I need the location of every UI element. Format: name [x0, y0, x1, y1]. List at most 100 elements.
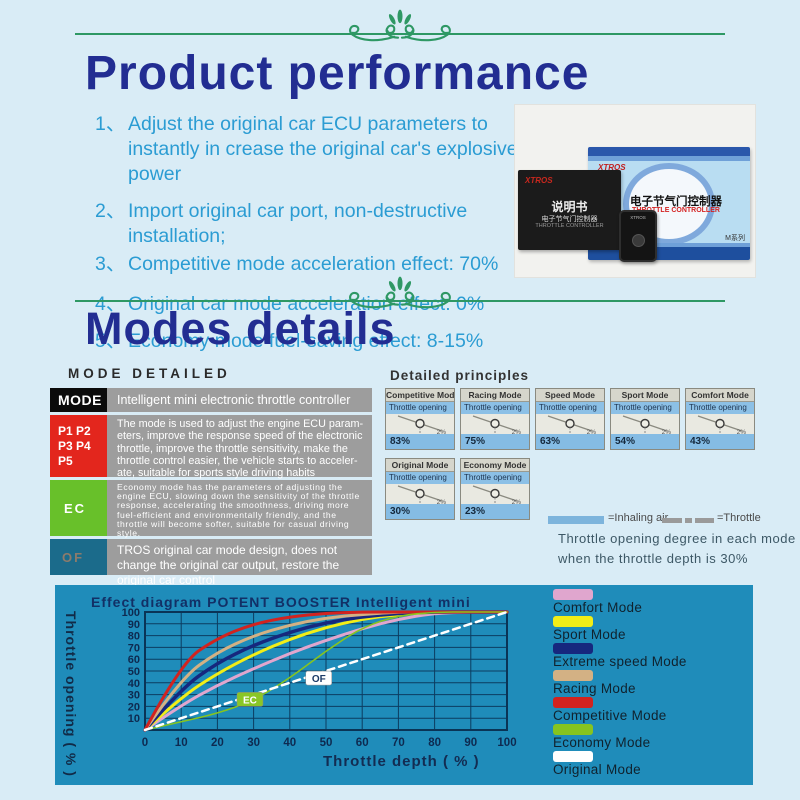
mode-card: Sport Mode Throttle opening 2% 54% — [610, 388, 680, 450]
table-row: EC Economy mode has the parameters of ad… — [50, 480, 372, 538]
legend-swatch — [553, 643, 593, 654]
svg-text:70: 70 — [128, 642, 140, 654]
svg-text:80: 80 — [428, 737, 441, 749]
svg-text:EC: EC — [243, 695, 257, 706]
gauge-tick-label: 2% — [436, 499, 446, 506]
mode-card-value: 23% — [461, 504, 529, 519]
legend-entry: Extreme speed Mode — [553, 643, 687, 668]
gauge-tick-label: 2% — [586, 429, 596, 436]
legend-entry: Original Mode — [553, 751, 687, 776]
legend-label: Sport Mode — [553, 627, 626, 642]
mode-card: Racing Mode Throttle opening 2% 75% — [460, 388, 530, 450]
throttle-valve-icon: 2% — [611, 414, 679, 436]
mode-card-title: Original Mode — [386, 459, 454, 472]
svg-text:50: 50 — [128, 666, 140, 678]
row-label: P1 P2 P3 P4 P5 — [50, 415, 107, 477]
gauge-tick-label: 2% — [511, 499, 521, 506]
mode-card-value: 54% — [611, 434, 679, 449]
legend-entry: Racing Mode — [553, 670, 687, 695]
throttle-valve-icon: 2% — [686, 414, 754, 436]
throttle-opening-label: Throttle opening — [536, 402, 604, 414]
svg-text:100: 100 — [497, 737, 516, 749]
feature-text: Competitive mode acceleration effect: 70… — [128, 253, 499, 275]
manual-subtitle-cn: 电子节气门控制器 — [541, 216, 598, 223]
legend-swatch — [553, 724, 593, 735]
gauge-tick-label: 2% — [736, 429, 746, 436]
feature-text: Economy mode fuel-saving effect: 8-15% — [128, 330, 484, 352]
svg-text:30: 30 — [247, 737, 260, 749]
feature-item: 1、 Adjust the original car ECU parameter… — [95, 112, 540, 187]
legend-swatch — [553, 697, 593, 708]
gauge-tick-label: 2% — [511, 429, 521, 436]
svg-text:80: 80 — [128, 631, 140, 643]
section-title-product-performance: Product performance — [85, 47, 590, 100]
svg-text:60: 60 — [128, 654, 140, 666]
feature-number: 5、 — [95, 330, 126, 352]
throttle-opening-label: Throttle opening — [386, 402, 454, 414]
mode-card-value: 63% — [536, 434, 604, 449]
throttle-label: =Throttle — [717, 512, 761, 524]
legend-label: Racing Mode — [553, 681, 636, 696]
row-text: Intelligent mini electronic throttle con… — [107, 388, 372, 412]
legend-label: Economy Mode — [553, 735, 651, 750]
gauge-tick-label: 2% — [436, 429, 446, 436]
legend-entry: Competitive Mode — [553, 697, 687, 722]
throttle-valve-icon: 2% — [461, 414, 529, 436]
svg-text:10: 10 — [128, 713, 140, 725]
box-bottom-stripe — [588, 243, 750, 247]
divider-line — [75, 33, 725, 35]
mode-card-value: 83% — [386, 434, 454, 449]
throttle-opening-label: Throttle opening — [611, 402, 679, 414]
feature-number: 1、 — [95, 113, 126, 135]
gauge-tick-label: 2% — [661, 429, 671, 436]
throttle-swatch — [662, 518, 714, 523]
box-top-band — [588, 147, 750, 156]
svg-text:100: 100 — [122, 607, 140, 619]
controller-device: XTROS — [619, 210, 657, 262]
legend-swatch — [553, 616, 593, 627]
flourish-ornament-icon — [342, 8, 458, 48]
svg-text:30: 30 — [128, 690, 140, 702]
throttle-opening-label: Throttle opening — [386, 472, 454, 484]
legend-entry: Sport Mode — [553, 616, 687, 641]
mode-card-value: 30% — [386, 504, 454, 519]
svg-text:70: 70 — [392, 737, 405, 749]
chart-plot: 0 10 20 30 40 50 60 70 80 90 100 10 20 30 40 50 60 70 80 90… — [111, 607, 519, 762]
table-row: MODE Intelligent mini electronic throttl… — [50, 388, 372, 412]
svg-text:OF: OF — [312, 674, 326, 685]
feature-text: Original car mode acceleration effect: 0… — [128, 293, 485, 315]
inhaling-air-swatch — [548, 516, 604, 524]
legend-label: Competitive Mode — [553, 708, 667, 723]
svg-text:60: 60 — [356, 737, 369, 749]
legend-entry: Economy Mode — [553, 724, 687, 749]
throttle-opening-label: Throttle opening — [461, 402, 529, 414]
box-series-label: M系列 — [725, 235, 745, 242]
feature-item: 2、 Import original car port, non-destruc… — [95, 199, 540, 249]
svg-text:10: 10 — [175, 737, 188, 749]
legend-swatch — [553, 751, 593, 762]
mode-detailed-heading: MODE DETAILED — [68, 366, 231, 381]
mode-card: Original Mode Throttle opening 2% 30% — [385, 458, 455, 520]
feature-number: 4、 — [95, 293, 126, 315]
row-label: MODE — [50, 388, 107, 412]
svg-text:0: 0 — [142, 737, 148, 749]
throttle-opening-label: Throttle opening — [686, 402, 754, 414]
legend-label: Original Mode — [553, 762, 641, 777]
feature-list: 1、 Adjust the original car ECU parameter… — [95, 112, 540, 354]
mode-card: Competitive Mode Throttle opening 2% 83% — [385, 388, 455, 450]
table-row: P1 P2 P3 P4 P5 The mode is used to adjus… — [50, 415, 372, 479]
effect-diagram-panel: Effect diagram POTENT BOOSTER Intelligen… — [55, 585, 753, 785]
mode-card-title: Racing Mode — [461, 389, 529, 402]
manual-title: 说明书 — [551, 200, 588, 214]
box-title-cn: 电子节气门控制器 — [630, 196, 722, 208]
table-row: OF TROS original car mode design, does n… — [50, 539, 372, 587]
row-label: EC — [50, 480, 107, 536]
mode-card-title: Economy Mode — [461, 459, 529, 472]
mode-card-value: 43% — [686, 434, 754, 449]
row-text: Economy mode has the parameters of adjus… — [107, 480, 372, 538]
throttle-valve-icon: 2% — [386, 484, 454, 506]
svg-text:90: 90 — [464, 737, 477, 749]
row-label-line: P3 P4 — [58, 438, 91, 453]
device-button — [632, 234, 645, 247]
